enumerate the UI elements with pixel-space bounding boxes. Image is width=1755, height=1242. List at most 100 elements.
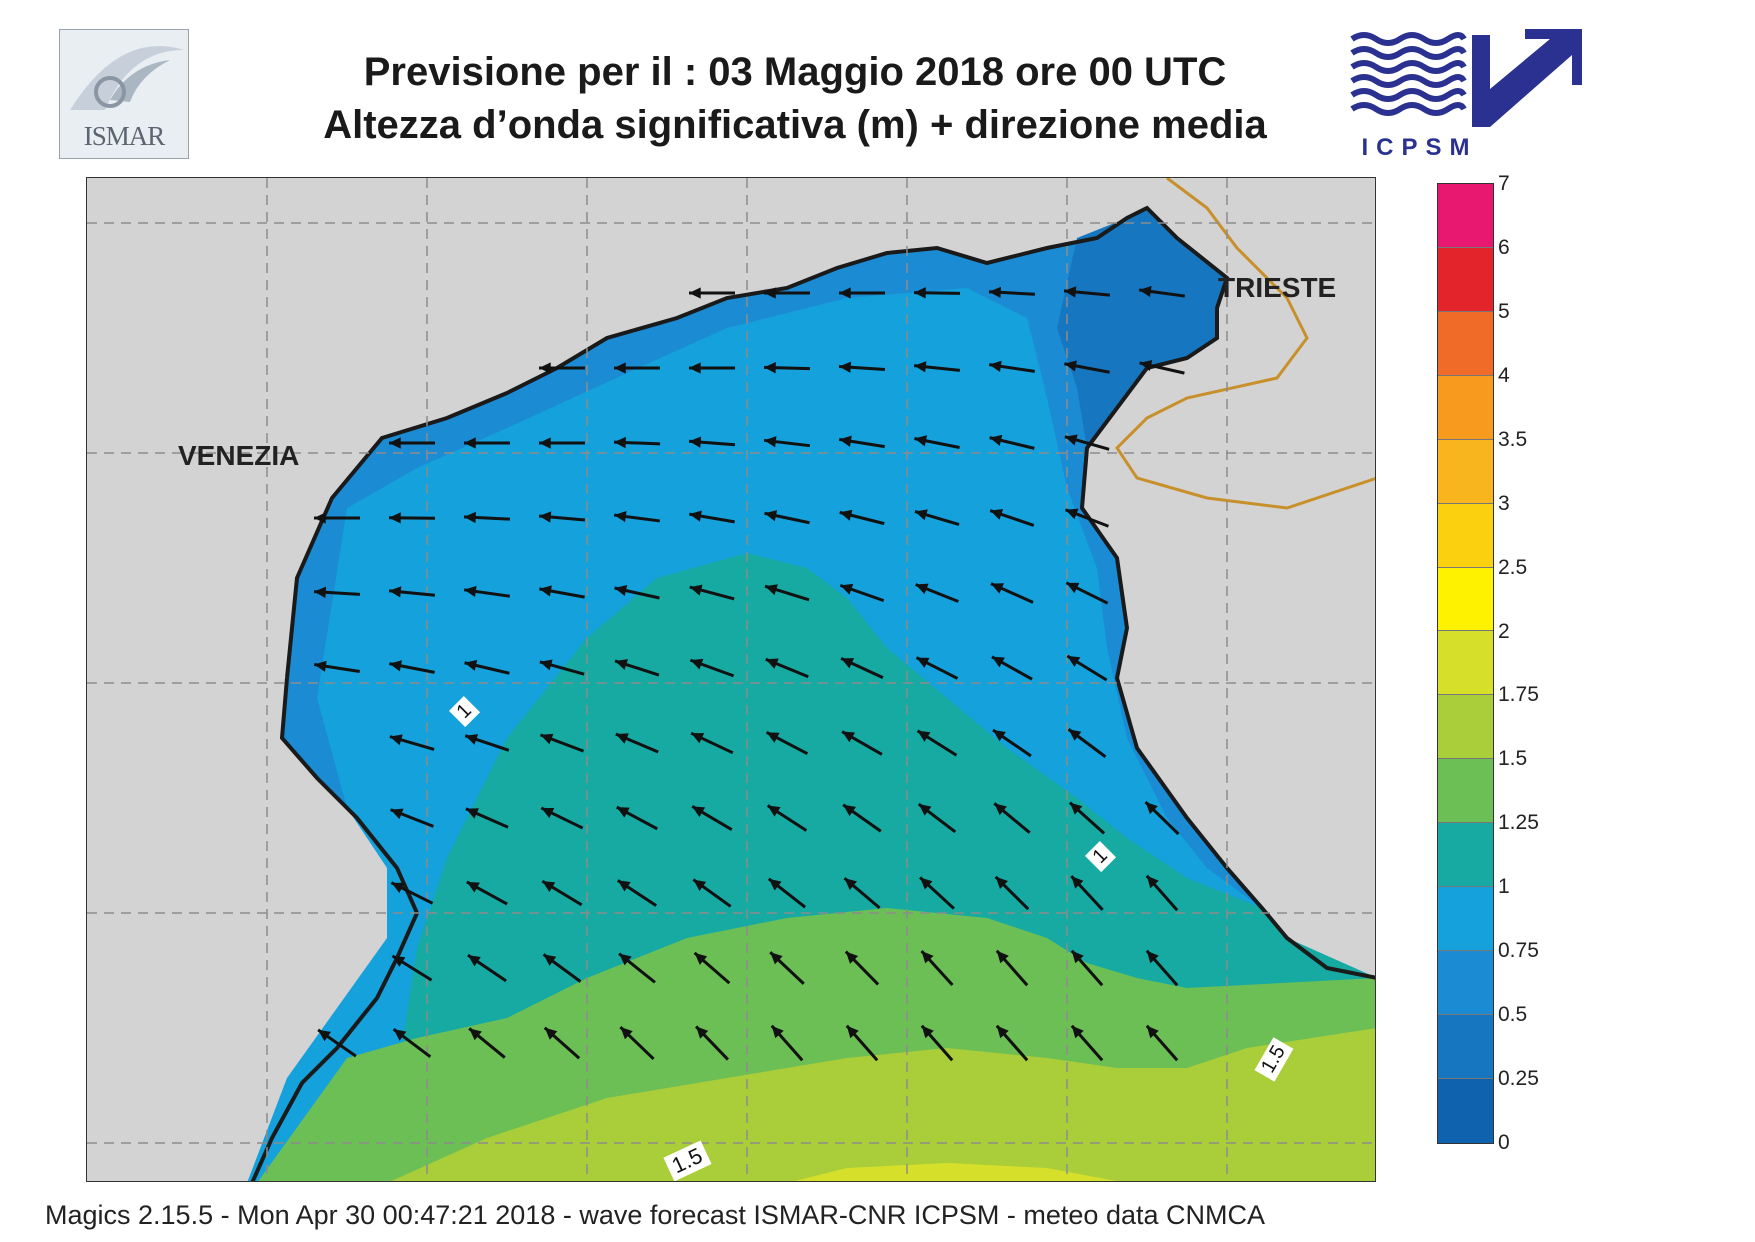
wave-direction-arrow: [539, 585, 585, 599]
wave-direction-arrow: [995, 949, 1029, 987]
wave-direction-arrow: [464, 734, 510, 752]
wave-direction-arrow: [840, 657, 884, 679]
border-line: [1115, 178, 1375, 510]
colorbar-segment: [1438, 567, 1493, 632]
wave-direction-arrow: [990, 582, 1034, 604]
colorbar-segment: [1438, 1078, 1493, 1143]
wave-direction-arrow: [767, 877, 807, 909]
colorbar-tick-label: 1: [1498, 875, 1510, 899]
wave-direction-arrow: [468, 1027, 506, 1059]
wave-direction-arrow: [613, 436, 661, 449]
colorbar-segment: [1438, 631, 1493, 696]
wave-direction-arrow: [692, 878, 732, 908]
wave-direction-arrow: [689, 287, 735, 299]
wave-direction-arrow: [843, 876, 881, 910]
colorbar-tick-label: 1.75: [1498, 683, 1539, 707]
wave-direction-arrow: [1070, 1024, 1104, 1062]
wave-direction-arrow: [841, 730, 883, 756]
colorbar-tick-label: 6: [1498, 235, 1510, 259]
wave-direction-arrow: [465, 807, 509, 829]
wave-direction-arrow: [845, 1024, 879, 1062]
wave-direction-arrow: [1067, 728, 1107, 758]
wave-direction-arrow: [1070, 949, 1104, 987]
wave-direction-arrow: [314, 512, 360, 524]
colorbar-segment: [1438, 375, 1493, 440]
colorbar-tick-label: 0.75: [1498, 939, 1539, 963]
wave-direction-arrow: [389, 734, 435, 751]
wave-direction-arrow: [390, 808, 434, 828]
wave-direction-arrow: [388, 586, 436, 598]
wave-direction-arrow: [764, 510, 810, 525]
wave-direction-arrow: [1145, 874, 1179, 912]
wave-direction-arrow: [313, 586, 361, 598]
wave-direction-arrow: [1068, 801, 1106, 835]
wave-direction-arrow: [1070, 875, 1104, 911]
wave-direction-arrow: [618, 952, 656, 984]
wave-direction-arrow: [613, 510, 661, 523]
wave-direction-arrow: [913, 287, 961, 299]
wave-direction-arrow: [689, 584, 735, 601]
colorbar-segment: [1438, 1014, 1493, 1079]
footer-credits: Magics 2.15.5 - Mon Apr 30 00:47:21 2018…: [45, 1200, 1265, 1230]
colorbar-segment: [1438, 887, 1493, 952]
wave-direction-arrow: [539, 659, 585, 676]
colorbar-tick-label: 0.5: [1498, 1003, 1528, 1027]
wave-direction-arrow: [389, 437, 435, 449]
colorbar-segment: [1438, 311, 1493, 376]
colorbar-tick-label: 7: [1498, 172, 1510, 195]
wave-direction-arrow: [839, 509, 885, 526]
wave-direction-arrow: [993, 802, 1031, 834]
wave-direction-arrow: [914, 435, 960, 449]
wave-direction-arrow: [616, 879, 658, 907]
wave-direction-arrow: [764, 584, 810, 602]
colorbar-tick-label: 3: [1498, 491, 1510, 515]
wave-direction-arrow: [616, 805, 658, 831]
wave-direction-arrow: [1145, 949, 1179, 987]
wave-direction-arrow: [691, 805, 733, 831]
wave-direction-arrow: [1065, 581, 1109, 605]
wave-direction-arrow: [915, 583, 959, 603]
wave-direction-arrow: [914, 509, 960, 526]
wave-direction-arrow: [392, 1027, 432, 1059]
wave-direction-arrow: [615, 732, 659, 754]
colorbar-segment: [1438, 503, 1493, 568]
colorbar-tick-label: 2: [1498, 619, 1510, 643]
wave-direction-arrow: [765, 731, 809, 755]
wave-direction-arrow: [916, 729, 958, 757]
wave-direction-arrow: [844, 950, 880, 986]
wave-direction-arrow: [314, 660, 360, 673]
wave-direction-arrow: [690, 731, 734, 755]
wave-direction-arrow: [317, 1028, 357, 1058]
wave-direction-arrow: [693, 951, 731, 985]
wave-direction-arrow: [391, 954, 433, 982]
wave-direction-arrow: [991, 655, 1033, 681]
wave-direction-arrow: [614, 659, 660, 677]
wave-direction-arrow: [839, 583, 885, 603]
wave-direction-arrow: [994, 875, 1030, 911]
wave-direction-arrow: [992, 728, 1032, 758]
colorbar-tick-label: 5: [1498, 299, 1510, 323]
wave-direction-arrow: [542, 953, 582, 983]
wave-direction-arrow: [1064, 508, 1110, 528]
wave-direction-arrow: [540, 806, 584, 830]
wave-direction-arrow: [1066, 654, 1108, 682]
icpsm-logo-text: ICPSM: [1361, 134, 1478, 161]
wave-direction-arrow: [464, 437, 510, 449]
wave-direction-arrow: [1139, 285, 1185, 298]
wave-direction-arrow: [688, 436, 736, 448]
wave-direction-arrow: [763, 436, 811, 448]
wave-direction-arrow: [1139, 359, 1185, 375]
wave-direction-arrow: [920, 1024, 954, 1062]
wave-direction-arrow: [619, 1025, 655, 1061]
wave-direction-arrow: [920, 949, 954, 987]
colorbar-tick-label: 0: [1498, 1131, 1510, 1154]
wave-direction-arrow: [765, 657, 809, 679]
colorbar-segment: [1438, 759, 1493, 824]
wave-direction-arrow: [388, 512, 436, 524]
icpsm-logo-icon: [1350, 29, 1582, 127]
wave-direction-arrow: [1064, 434, 1110, 451]
map-grid: [87, 178, 1375, 1181]
wave-direction-arrow: [539, 733, 585, 753]
wave-direction-arrow: [913, 361, 961, 373]
wave-direction-arrow: [689, 510, 735, 524]
